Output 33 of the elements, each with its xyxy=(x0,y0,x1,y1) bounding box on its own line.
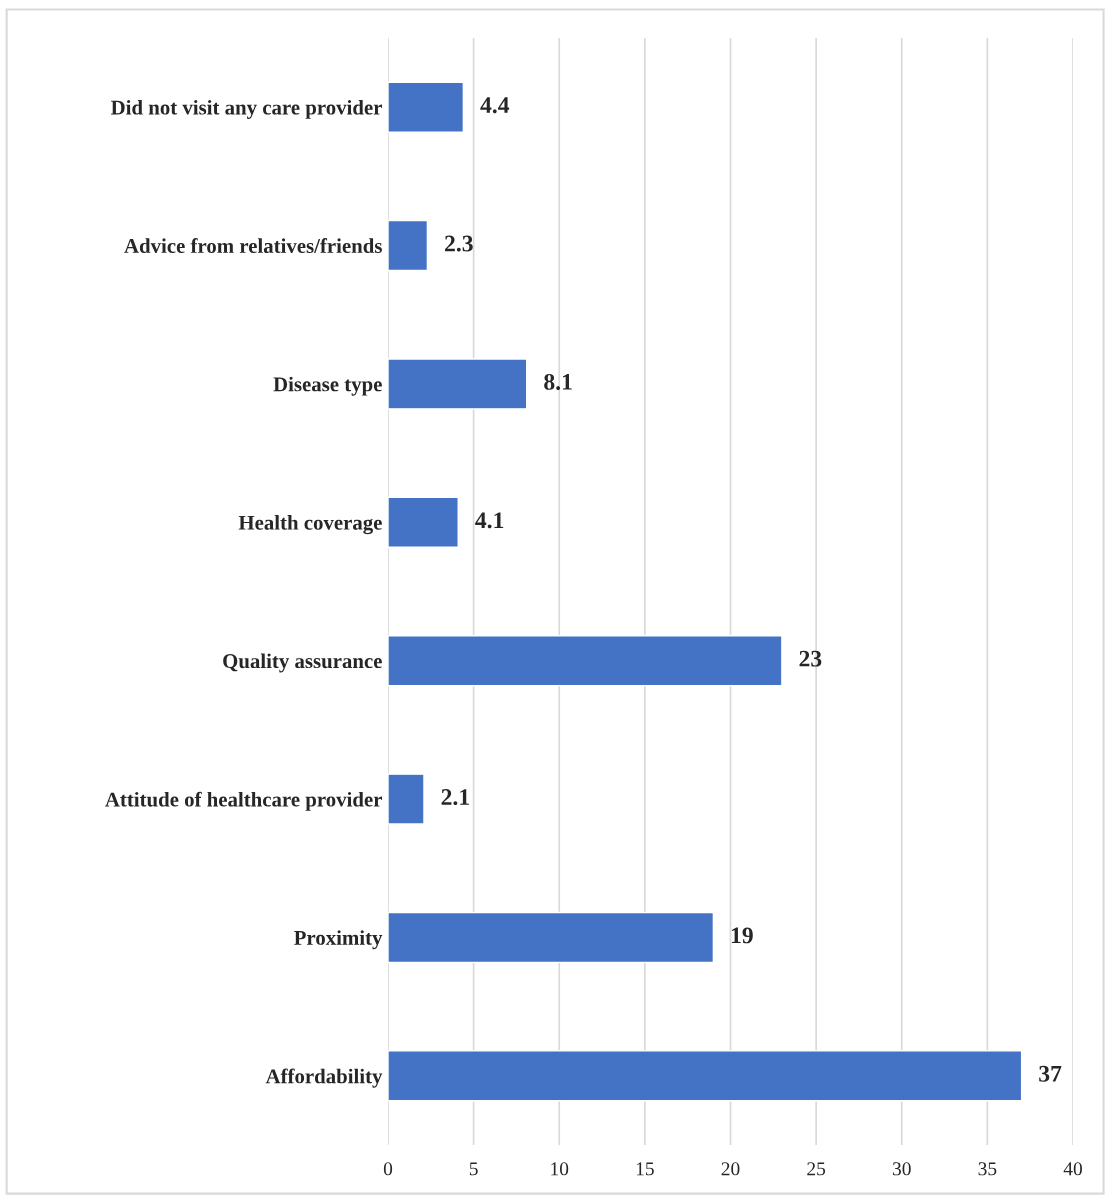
data-label: 19 xyxy=(731,927,753,944)
bar xyxy=(388,911,715,964)
x-tick-label: 0 xyxy=(383,1162,393,1176)
y-tick-label: Health coverage xyxy=(238,515,382,535)
data-label: 2.1 xyxy=(441,789,469,806)
x-tick-label: 10 xyxy=(551,1162,569,1176)
data-label: 4.4 xyxy=(480,97,510,114)
bar xyxy=(388,81,465,133)
data-label: 23 xyxy=(799,650,822,667)
data-label: 37 xyxy=(1039,1065,1062,1082)
x-tick-label: 30 xyxy=(892,1162,911,1176)
x-tick-label: 25 xyxy=(807,1162,826,1176)
bar xyxy=(388,496,459,548)
bar xyxy=(388,358,528,410)
bar xyxy=(388,773,425,825)
bar xyxy=(388,1050,1023,1102)
y-tick-label: Attitude of healthcare provider xyxy=(105,791,382,811)
x-tick-label: 20 xyxy=(721,1162,740,1176)
data-label: 2.3 xyxy=(445,235,473,252)
data-label: 4.1 xyxy=(475,512,504,529)
data-label: 8.1 xyxy=(544,373,572,390)
y-tick-label: Disease type xyxy=(273,376,382,396)
y-tick-label: Quality assurance xyxy=(223,653,382,673)
y-tick-label: Advice from relatives/friends xyxy=(124,238,382,253)
x-tick-label: 5 xyxy=(469,1162,478,1176)
bar xyxy=(388,219,429,272)
y-tick-label: Proximity xyxy=(294,930,383,950)
bar xyxy=(388,635,783,687)
x-tick-label: 40 xyxy=(1063,1162,1082,1176)
x-tick-label: 35 xyxy=(978,1162,997,1176)
y-tick-label: Affordability xyxy=(265,1068,383,1088)
x-tick-label: 15 xyxy=(636,1162,654,1176)
y-tick-label: Did not visit any care provider xyxy=(110,99,382,119)
